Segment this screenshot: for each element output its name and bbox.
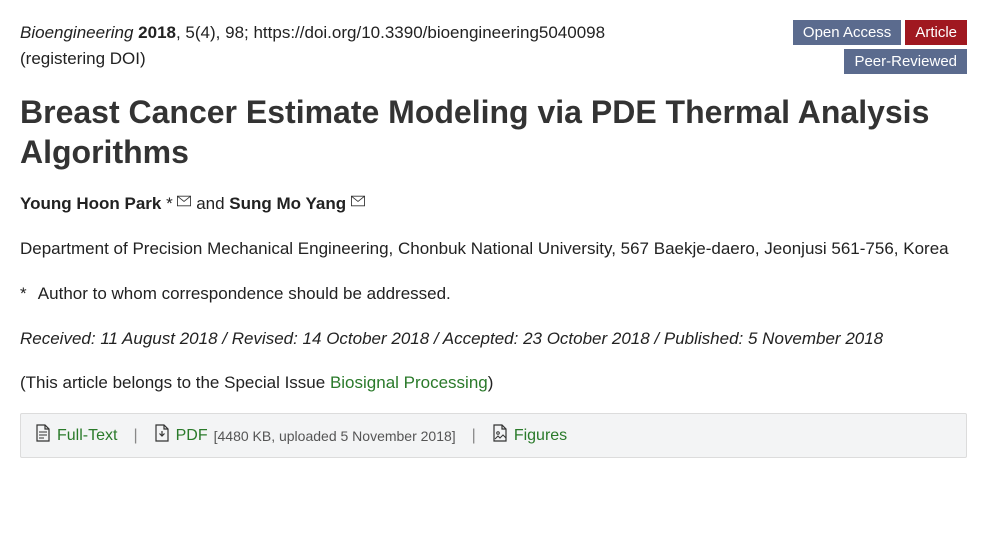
- journal-name: Bioengineering: [20, 23, 133, 42]
- separator: |: [133, 427, 137, 445]
- special-issue-link[interactable]: Biosignal Processing: [330, 373, 488, 392]
- badge-row-2: Peer-Reviewed: [844, 49, 967, 74]
- correspondence-text: Author to whom correspondence should be …: [38, 284, 451, 303]
- special-issue-prefix: (This article belongs to the Special Iss…: [20, 373, 330, 392]
- badges: Open Access Article Peer-Reviewed: [793, 20, 967, 74]
- document-icon: [35, 424, 51, 447]
- header-row: Bioengineering 2018, 5(4), 98; https://d…: [20, 20, 967, 74]
- article-title: Breast Cancer Estimate Modeling via PDE …: [20, 92, 967, 172]
- toolbar: Full-Text | PDF [4480 KB, uploaded 5 Nov…: [20, 413, 967, 458]
- special-issue-suffix: ): [488, 373, 494, 392]
- citation-rest[interactable]: , 5(4), 98; https://doi.org/10.3390/bioe…: [176, 23, 605, 42]
- fulltext-label: Full-Text: [57, 427, 117, 445]
- pdf-label: PDF: [176, 427, 208, 445]
- author-2[interactable]: Sung Mo Yang: [229, 194, 346, 213]
- separator: |: [472, 427, 476, 445]
- registering-doi: (registering DOI): [20, 49, 146, 68]
- image-icon: [492, 424, 508, 447]
- peer-reviewed-badge[interactable]: Peer-Reviewed: [844, 49, 967, 74]
- author-sep: and: [196, 194, 229, 213]
- mail-icon[interactable]: [351, 192, 365, 212]
- correspondence: * Author to whom correspondence should b…: [20, 284, 967, 304]
- correspondence-star: *: [20, 284, 34, 304]
- mail-icon[interactable]: [177, 192, 191, 212]
- citation: Bioengineering 2018, 5(4), 98; https://d…: [20, 20, 773, 71]
- article-dates: Received: 11 August 2018 / Revised: 14 O…: [20, 326, 967, 352]
- open-access-badge[interactable]: Open Access: [793, 20, 901, 45]
- document-icon: [154, 424, 170, 447]
- author-1[interactable]: Young Hoon Park: [20, 194, 161, 213]
- special-issue: (This article belongs to the Special Iss…: [20, 373, 967, 393]
- figures-button[interactable]: Figures: [492, 424, 567, 447]
- figures-label: Figures: [514, 427, 567, 445]
- pdf-meta: [4480 KB, uploaded 5 November 2018]: [214, 428, 456, 444]
- affiliation: Department of Precision Mechanical Engin…: [20, 236, 967, 262]
- pdf-button[interactable]: PDF [4480 KB, uploaded 5 November 2018]: [154, 424, 456, 447]
- authors: Young Hoon Park * and Sung Mo Yang: [20, 194, 967, 214]
- year: 2018: [138, 23, 176, 42]
- badge-row-1: Open Access Article: [793, 20, 967, 45]
- article-badge[interactable]: Article: [905, 20, 967, 45]
- author-1-mark: *: [166, 194, 173, 213]
- fulltext-button[interactable]: Full-Text: [35, 424, 117, 447]
